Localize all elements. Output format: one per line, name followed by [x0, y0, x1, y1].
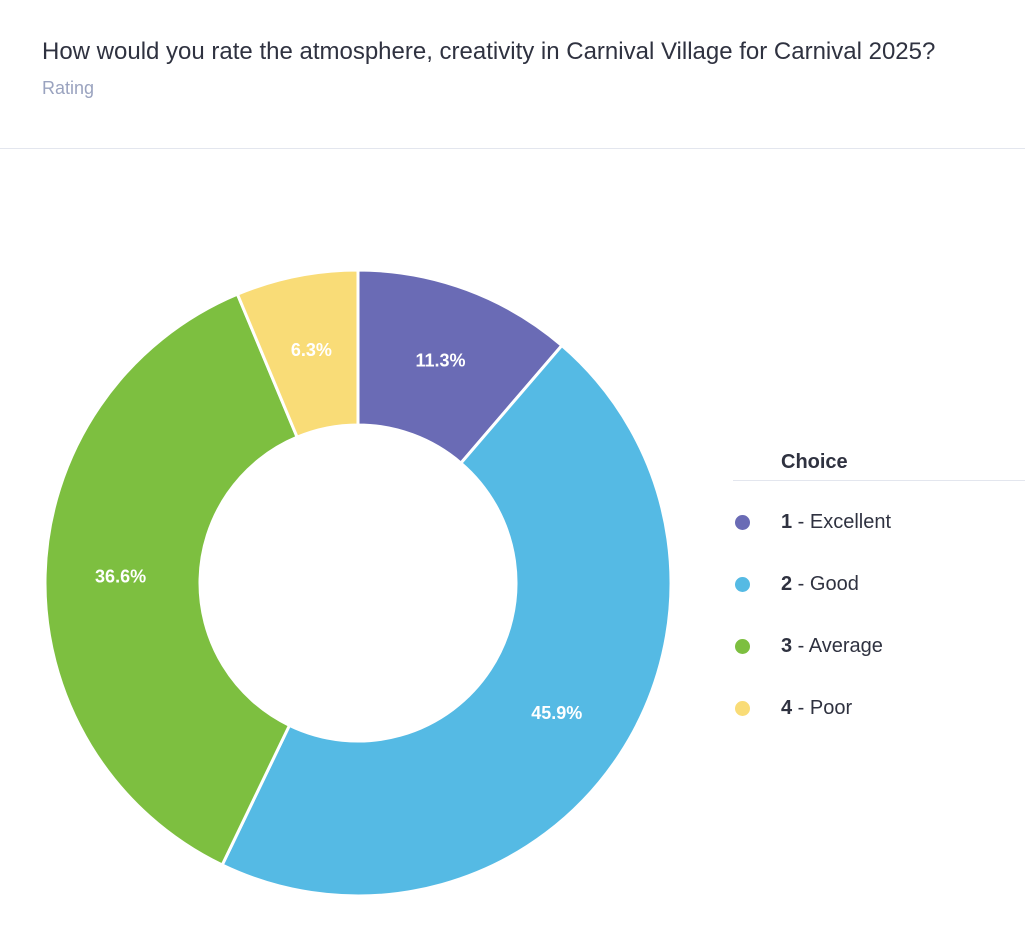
donut-slice-good[interactable] [220, 343, 673, 898]
legend-color-dot [735, 577, 750, 592]
header-divider [0, 148, 1025, 149]
legend-label: 4 - Poor [781, 697, 853, 719]
legend-item-average[interactable]: 3 - Average [733, 615, 1025, 677]
donut-chart: 11.3% 45.9% 36.6% 6.3% [43, 268, 673, 898]
question-type-label: Rating [42, 78, 95, 98]
legend-item-excellent[interactable]: 1 - Excellent [733, 491, 1025, 553]
legend-color-dot [735, 701, 750, 716]
slice-value-label-excellent: 11.3% [415, 350, 465, 370]
question-header: How would you rate the atmosphere, creat… [0, 0, 1025, 148]
slice-value-label-average: 36.6% [95, 567, 146, 587]
chart-legend: Choice 1 - Excellent 2 - Good 3 - Average 4… [733, 440, 1025, 739]
donut-slice-excellent[interactable] [356, 268, 564, 466]
slice-value-label-poor: 6.3% [291, 340, 332, 360]
donut-slice-poor[interactable] [235, 268, 360, 440]
slice-value-label-good: 45.9% [531, 703, 582, 723]
legend-divider [733, 480, 1025, 481]
legend-label: 3 - Average [781, 635, 883, 657]
legend-color-dot [735, 515, 750, 530]
legend-heading: Choice [781, 451, 848, 473]
legend-label: 2 - Good [781, 573, 859, 595]
donut-slice-average[interactable] [43, 292, 300, 868]
legend-item-good[interactable]: 2 - Good [733, 553, 1025, 615]
legend-color-dot [735, 639, 750, 654]
legend-label: 1 - Excellent [781, 511, 892, 533]
legend-item-poor[interactable]: 4 - Poor [733, 677, 1025, 739]
question-title: How would you rate the atmosphere, creat… [42, 38, 936, 65]
